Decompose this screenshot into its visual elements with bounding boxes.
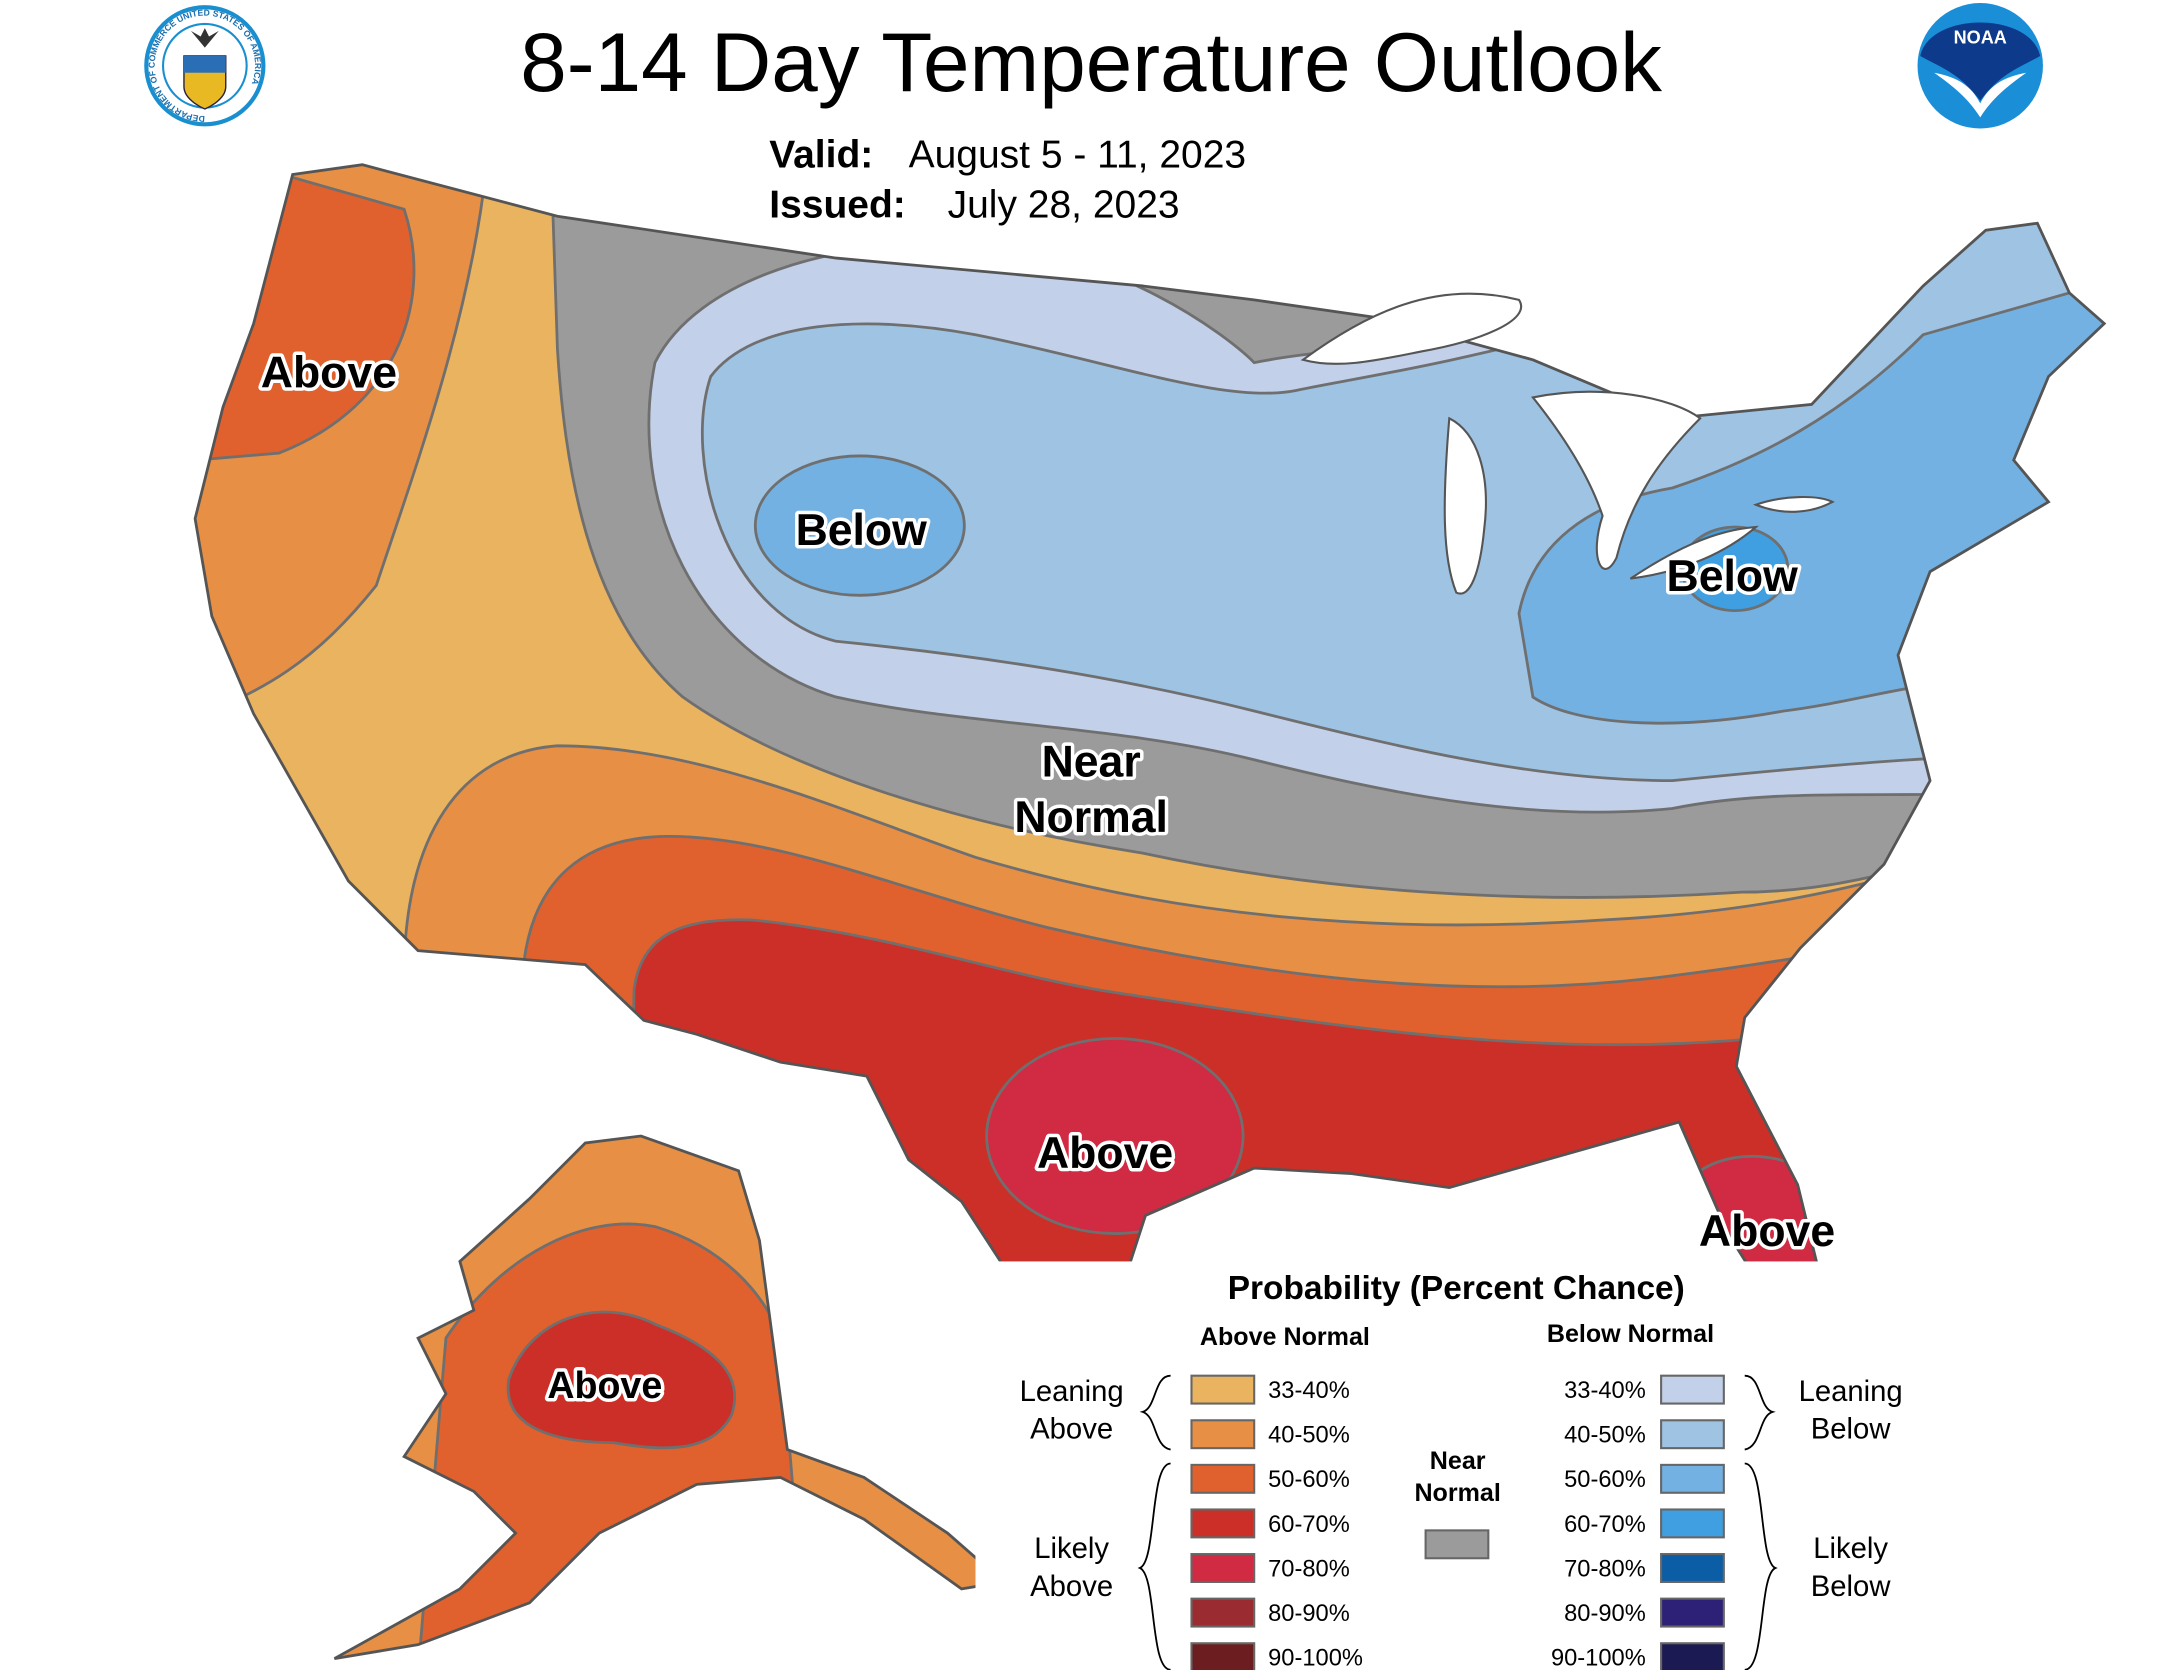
legend-swatch-below-60-70%: [1660, 1508, 1725, 1539]
legend-title: Probability (Percent Chance): [1228, 1270, 1685, 1307]
legend-leaning-above-1: Leaning: [1020, 1376, 1124, 1408]
legend-label-below: 60-70%: [1564, 1512, 1646, 1538]
legend-swatch-above-40-50%: [1190, 1419, 1256, 1450]
noaa-logo-text: NOAA: [1954, 27, 2007, 47]
legend-braces: [1137, 1374, 1778, 1670]
legend-swatch-below-50-60%: [1660, 1463, 1725, 1494]
legend-label-above: 40-50%: [1268, 1423, 1350, 1449]
region-above-70-80-texas: [985, 1037, 1245, 1235]
label-above-texas: Above: [1037, 1129, 1173, 1178]
legend-label-above: 80-90%: [1268, 1601, 1350, 1627]
legend-near-normal-2: Normal: [1414, 1479, 1500, 1507]
noaa-logo: NOAA: [1917, 3, 2043, 129]
legend-swatch-below-40-50%: [1660, 1419, 1725, 1450]
valid-dates: August 5 - 11, 2023: [909, 133, 1247, 176]
issued-label: Issued:: [769, 184, 906, 227]
legend-label-below: 33-40%: [1564, 1378, 1646, 1404]
legend-label-below: 70-80%: [1564, 1556, 1646, 1582]
label-near-normal-line1: Near: [1042, 737, 1141, 786]
legend-swatch-above-90-100%: [1190, 1642, 1256, 1670]
legend-swatch-below-70-80%: [1660, 1553, 1725, 1583]
legend-label-above: 70-80%: [1268, 1556, 1350, 1582]
legend-label-below: 40-50%: [1564, 1423, 1646, 1449]
legend-swatch-above-60-70%: [1190, 1508, 1256, 1539]
legend-leaning-below-1: Leaning: [1799, 1376, 1903, 1408]
label-near-normal-line2: Normal: [1014, 793, 1168, 842]
legend-swatch-above-70-80%: [1190, 1553, 1256, 1583]
legend-likely-below-2: Below: [1811, 1571, 1892, 1603]
legend-leaning-below-2: Below: [1811, 1413, 1892, 1445]
legend-swatch-above-33-40%: [1190, 1374, 1256, 1405]
legend-swatch-near-normal: [1424, 1529, 1490, 1560]
legend-label-above: 50-60%: [1268, 1467, 1350, 1493]
region-below-50-60-rockies: [753, 454, 966, 597]
legend-label-above: 60-70%: [1268, 1512, 1350, 1538]
label-above-florida: Above: [1699, 1207, 1835, 1256]
valid-label: Valid:: [769, 133, 873, 176]
label-below-rockies: Below: [796, 506, 928, 555]
legend-label-above: 90-100%: [1268, 1646, 1363, 1670]
legend-swatch-below-80-90%: [1660, 1597, 1725, 1628]
label-above-pacific-northwest: Above: [261, 349, 397, 398]
alaska-map: [333, 1134, 1007, 1660]
legend-near-normal-1: Near: [1430, 1447, 1486, 1475]
legend-swatch-below-90-100%: [1660, 1642, 1725, 1670]
legend-swatch-above-50-60%: [1190, 1463, 1256, 1494]
legend-likely-above-1: Likely: [1034, 1533, 1109, 1565]
issued-date: July 28, 2023: [948, 184, 1180, 227]
legend: Probability (Percent Chance) Above Norma…: [975, 1261, 1951, 1670]
legend-below-header: Below Normal: [1547, 1320, 1714, 1348]
legend-label-below: 90-100%: [1551, 1646, 1646, 1670]
legend-likely-above-2: Above: [1030, 1571, 1113, 1603]
legend-above-header: Above Normal: [1200, 1323, 1370, 1351]
label-above-alaska: Above: [547, 1364, 662, 1406]
legend-label-above: 33-40%: [1268, 1378, 1350, 1404]
page-title: 8-14 Day Temperature Outlook: [520, 15, 1662, 109]
legend-label-below: 50-60%: [1564, 1467, 1646, 1493]
label-below-ohio-valley: Below: [1667, 552, 1799, 601]
conus-map: [193, 163, 2106, 1333]
doc-seal-logo: DEPARTMENT OF COMMERCE UNITED STATES OF …: [144, 5, 266, 127]
legend-label-below: 80-90%: [1564, 1601, 1646, 1627]
great-lakes: [1300, 292, 1835, 595]
legend-leaning-above-2: Above: [1030, 1413, 1113, 1445]
legend-swatch-above-80-90%: [1190, 1597, 1256, 1628]
legend-likely-below-1: Likely: [1813, 1533, 1888, 1565]
legend-swatch-below-33-40%: [1660, 1374, 1725, 1405]
